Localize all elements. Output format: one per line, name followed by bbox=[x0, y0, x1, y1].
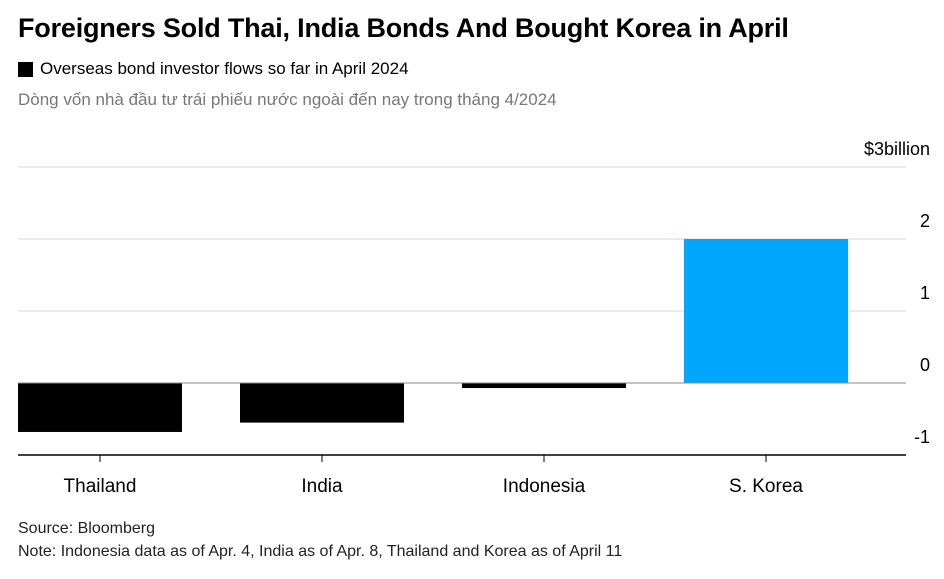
chart-title: Foreigners Sold Thai, India Bonds And Bo… bbox=[18, 13, 789, 43]
legend-swatch bbox=[18, 61, 33, 77]
y-tick-label: 1 bbox=[920, 283, 930, 303]
bar bbox=[684, 239, 848, 383]
bar bbox=[18, 383, 182, 432]
x-tick-label: Thailand bbox=[64, 476, 137, 497]
bar bbox=[240, 383, 404, 423]
y-tick-label: 2 bbox=[920, 211, 930, 231]
legend: Overseas bond investor flows so far in A… bbox=[18, 59, 409, 79]
x-tick-label: India bbox=[301, 476, 343, 497]
y-tick-label: 0 bbox=[920, 355, 930, 375]
chart-subtitle: Dòng vốn nhà đầu tư trái phiếu nước ngoà… bbox=[18, 90, 557, 109]
legend-label: Overseas bond investor flows so far in A… bbox=[40, 59, 409, 78]
x-tick-label: S. Korea bbox=[729, 476, 803, 497]
bar bbox=[462, 383, 626, 389]
source-note: Source: Bloomberg bbox=[18, 520, 155, 537]
footnote: Note: Indonesia data as of Apr. 4, India… bbox=[18, 543, 623, 560]
y-tick-label: -1 bbox=[914, 427, 930, 447]
y-tick-label: $3billion bbox=[864, 139, 930, 159]
x-tick-label: Indonesia bbox=[503, 476, 586, 497]
